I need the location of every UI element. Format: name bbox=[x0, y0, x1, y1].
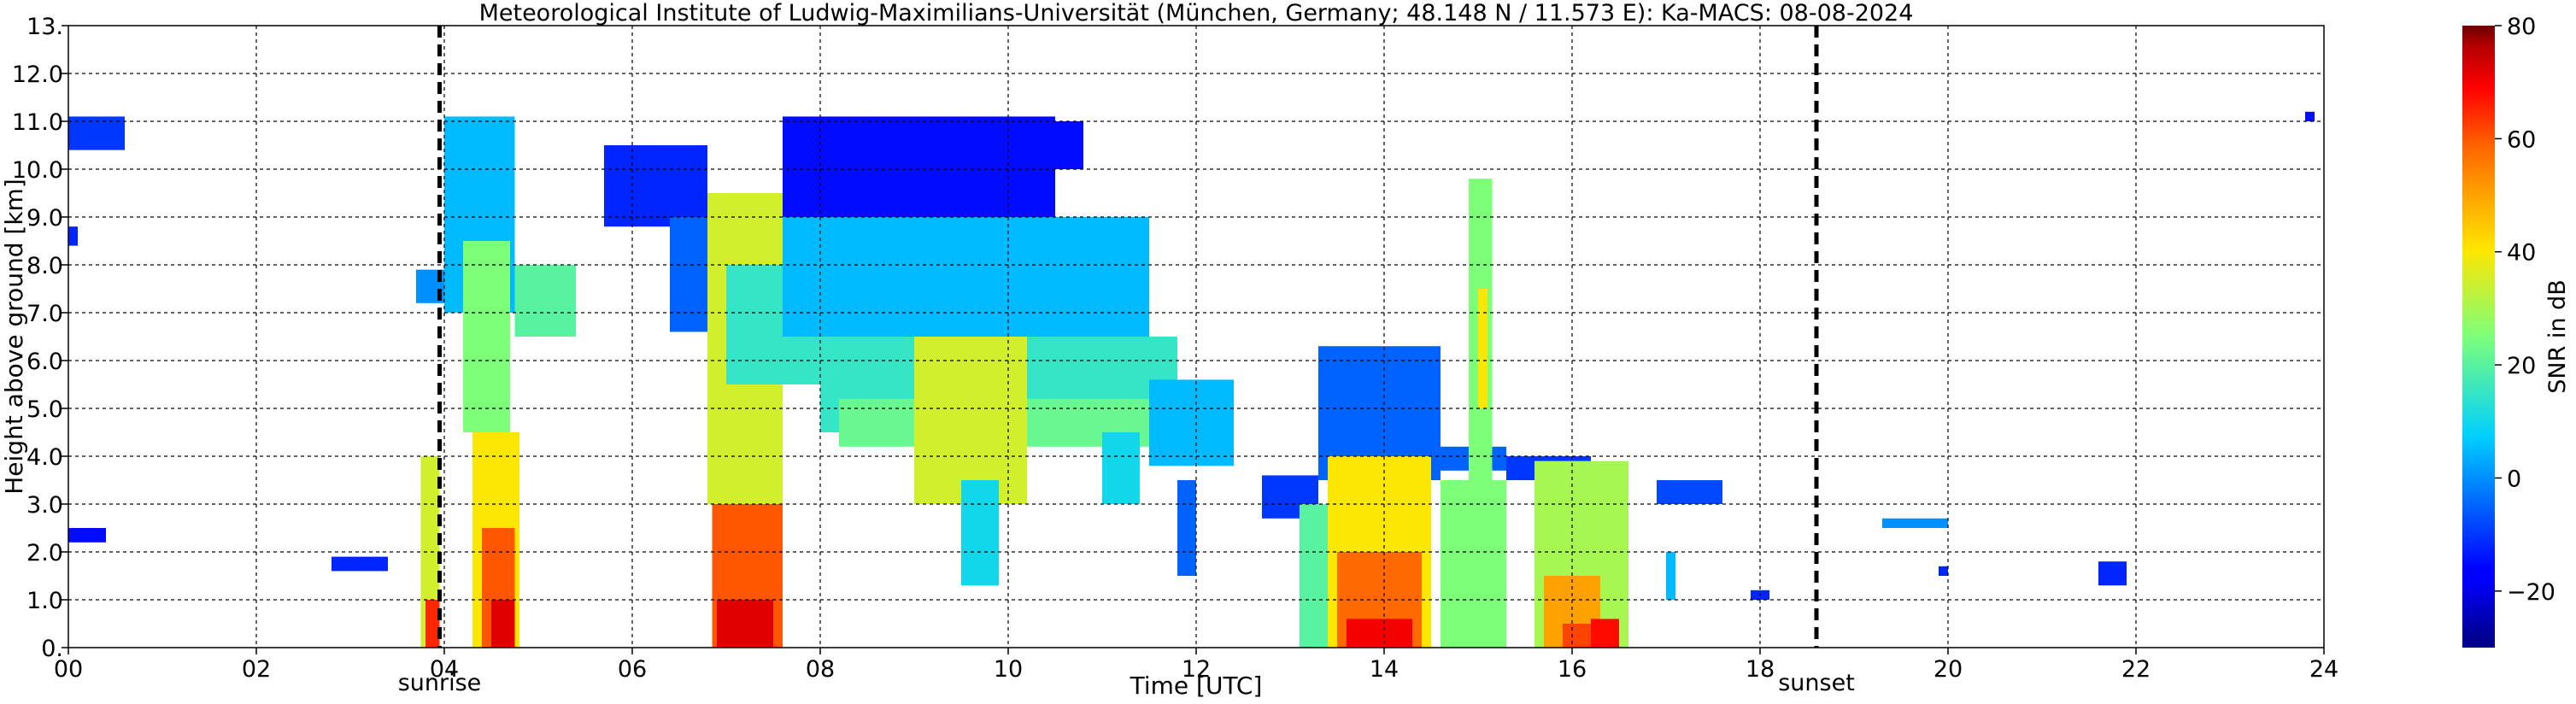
colorbar-tick-label-2: 20 bbox=[2507, 353, 2536, 379]
echo-layer bbox=[68, 111, 2315, 648]
echo-region-6 bbox=[425, 600, 440, 648]
echo-region-47 bbox=[1882, 518, 1948, 528]
colorbar-ticks: −20 0 20 40 60 80 bbox=[2495, 14, 2555, 606]
y-tick-label-2: 2.0 bbox=[26, 540, 63, 566]
y-tick-label-13: 13. bbox=[26, 14, 63, 40]
x-tick-label-3: 06 bbox=[618, 656, 647, 683]
y-tick-label-12: 12.0 bbox=[12, 62, 63, 88]
echo-region-50 bbox=[2305, 111, 2315, 121]
x-axis-ticks: 00 02 04 06 08 10 12 14 16 18 20 22 24 bbox=[54, 648, 2338, 683]
x-tick-label-1: 02 bbox=[242, 656, 271, 683]
echo-region-20 bbox=[783, 217, 1149, 337]
y-tick-label-11: 11.0 bbox=[12, 109, 63, 136]
colorbar-tick-label-5: 80 bbox=[2507, 14, 2536, 40]
echo-region-27 bbox=[1102, 432, 1140, 504]
echo-region-25 bbox=[1046, 121, 1083, 169]
y-tick-label-0: 0. bbox=[41, 636, 63, 662]
grid-layer bbox=[68, 26, 2324, 648]
echo-region-17 bbox=[717, 600, 773, 648]
chart-title: Meteorological Institute of Ludwig-Maxim… bbox=[479, 0, 1914, 26]
echo-region-38 bbox=[1478, 289, 1488, 408]
x-tick-label-10: 20 bbox=[1933, 656, 1963, 683]
echo-region-42 bbox=[1563, 624, 1591, 648]
y-axis-ticks: 0. 1.0 2.0 3.0 4.0 5.0 6.0 7.0 8.0 9.0 10.0 11.0 12.… bbox=[12, 14, 68, 662]
y-tick-label-6: 6.0 bbox=[26, 349, 63, 375]
sun-marker-layer: sunrise sunset bbox=[398, 26, 1855, 696]
x-tick-label-8: 16 bbox=[1558, 656, 1587, 683]
echo-region-28 bbox=[1177, 480, 1196, 576]
y-tick-label-7: 7.0 bbox=[26, 301, 63, 327]
echo-region-45 bbox=[1666, 552, 1675, 600]
y-tick-label-1: 1.0 bbox=[26, 588, 63, 614]
echo-region-12 bbox=[514, 265, 576, 337]
colorbar-tick-label-0: −20 bbox=[2507, 579, 2555, 606]
x-tick-label-6: 12 bbox=[1182, 656, 1211, 683]
colorbar-tick-label-3: 40 bbox=[2507, 240, 2536, 267]
echo-region-44 bbox=[1657, 480, 1722, 504]
sun-marker-label-0: sunrise bbox=[398, 670, 482, 696]
colorbar-tick-label-4: 60 bbox=[2507, 126, 2536, 153]
colorbar-label: SNR in dB bbox=[2544, 279, 2571, 394]
x-tick-label-5: 10 bbox=[994, 656, 1023, 683]
echo-region-24 bbox=[961, 480, 999, 586]
colorbar-tick-label-1: 0 bbox=[2507, 466, 2521, 492]
echo-region-48 bbox=[1939, 566, 1948, 576]
echo-region-2 bbox=[68, 528, 106, 543]
y-tick-label-9: 9.0 bbox=[26, 205, 63, 232]
sun-marker-label-1: sunset bbox=[1778, 670, 1855, 696]
echo-region-13 bbox=[604, 145, 707, 227]
echo-region-1 bbox=[68, 226, 78, 246]
echo-region-26 bbox=[1149, 379, 1234, 466]
echo-region-49 bbox=[2098, 561, 2127, 586]
colorbar bbox=[2462, 26, 2495, 648]
echo-region-19 bbox=[783, 116, 1055, 217]
y-tick-label-4: 4.0 bbox=[26, 444, 63, 471]
x-axis-label: Time [UTC] bbox=[1130, 672, 1263, 700]
echo-region-34 bbox=[1347, 619, 1412, 648]
echo-region-3 bbox=[332, 556, 388, 572]
echo-region-36 bbox=[1441, 480, 1506, 648]
x-tick-label-7: 14 bbox=[1370, 656, 1399, 683]
x-tick-label-11: 22 bbox=[2121, 656, 2151, 683]
echo-region-23 bbox=[914, 337, 1027, 504]
echo-region-0 bbox=[68, 116, 125, 150]
x-tick-label-12: 24 bbox=[2309, 656, 2338, 683]
echo-region-8 bbox=[463, 241, 510, 432]
y-tick-label-3: 3.0 bbox=[26, 492, 63, 519]
echo-region-43 bbox=[1591, 619, 1619, 648]
x-tick-label-9: 18 bbox=[1746, 656, 1775, 683]
y-axis-label: Height above ground [km] bbox=[0, 179, 28, 495]
y-tick-label-8: 8.0 bbox=[26, 253, 63, 279]
x-tick-label-4: 08 bbox=[806, 656, 835, 683]
y-tick-label-5: 5.0 bbox=[26, 396, 63, 423]
x-tick-label-2: 04 bbox=[430, 656, 459, 683]
echo-region-11 bbox=[491, 600, 515, 648]
x-tick-label-0: 00 bbox=[54, 656, 83, 683]
y-tick-label-10: 10.0 bbox=[12, 157, 63, 184]
